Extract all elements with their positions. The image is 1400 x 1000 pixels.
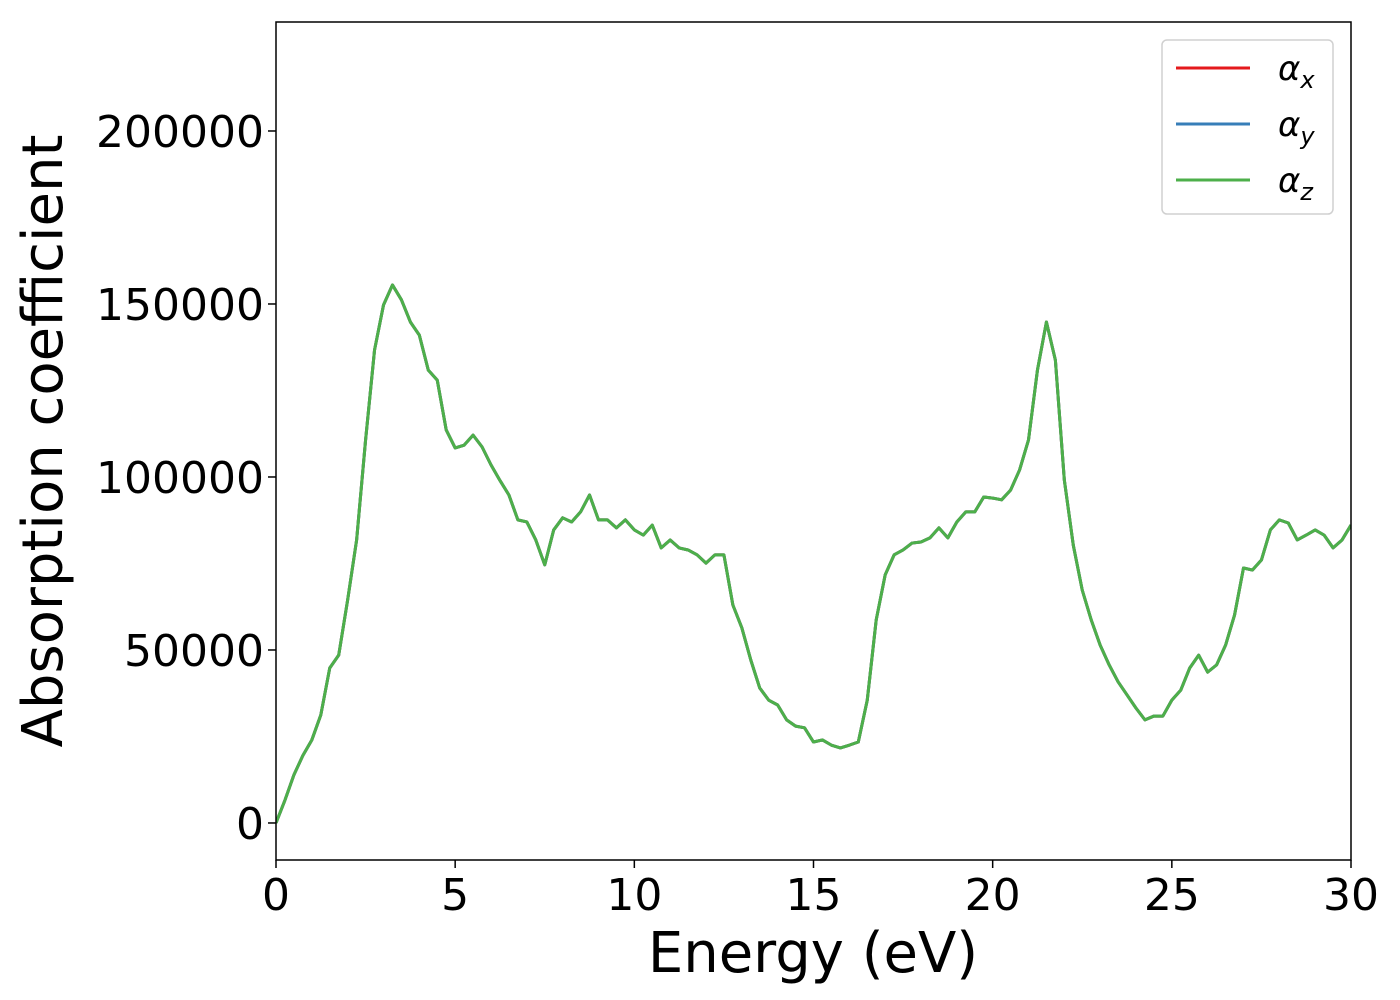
x-axis-label: Energy (eV) [648,921,978,986]
y-tick-label: 150000 [96,280,264,331]
x-tick-label: 0 [262,870,290,921]
y-tick-label: 100000 [96,453,264,504]
y-axis-label: Absorption coefficient [11,135,76,748]
x-tick-label: 5 [441,870,469,921]
y-tick-label: 50000 [124,626,264,677]
plot-frame [275,21,1352,861]
y-tick-label: 0 [236,799,264,850]
x-tick-label: 10 [606,870,662,921]
legend-box [1161,39,1334,215]
x-tick-label: 25 [1144,870,1200,921]
x-tick-label: 15 [786,870,842,921]
y-tick-label: 200000 [96,107,264,158]
data-line [276,283,1351,824]
x-tick-label: 20 [965,870,1021,921]
x-tick-label: 30 [1323,870,1379,921]
